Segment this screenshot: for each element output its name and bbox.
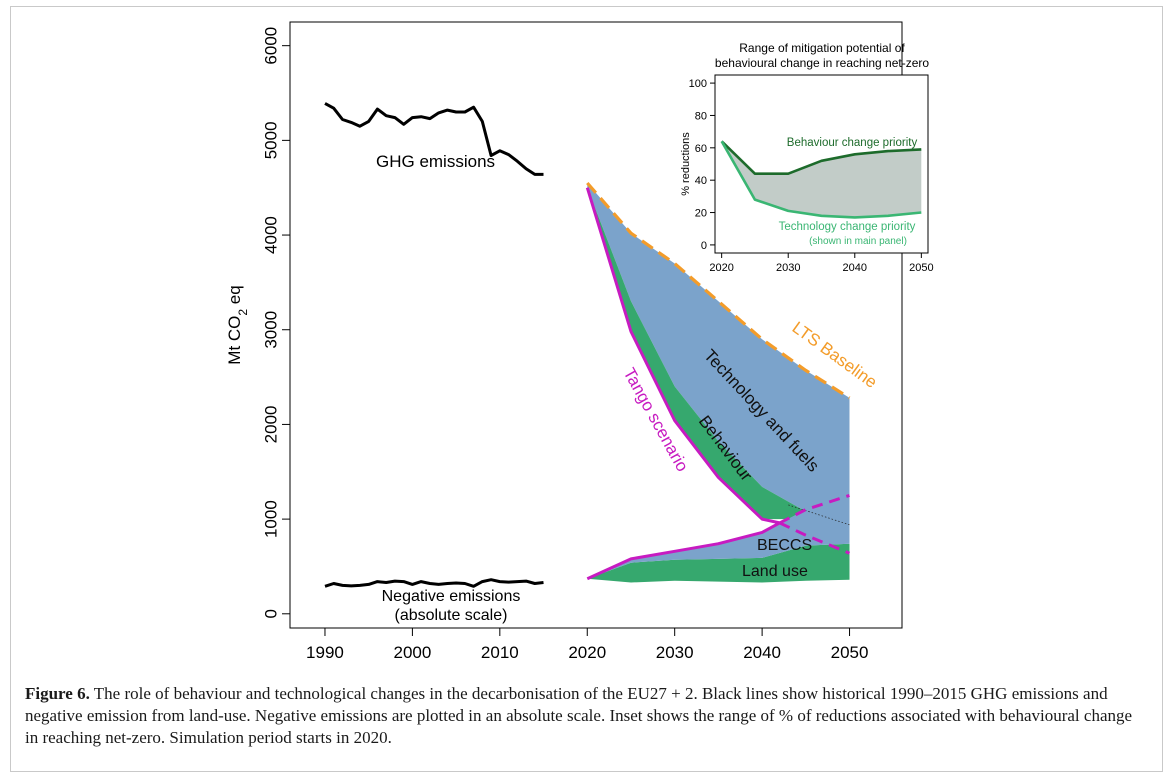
- x-tick-label: 2050: [831, 643, 869, 662]
- land-use-label: Land use: [742, 563, 808, 580]
- tango-dashed-lower: [778, 521, 851, 555]
- negative-emissions-line: [324, 578, 544, 588]
- inset-x-tick-label: 2050: [909, 262, 933, 274]
- inset-y-tick-label: 20: [695, 208, 707, 220]
- inset-technology-sublabel: (shown in main panel): [809, 236, 907, 247]
- inset-x-tick-label: 2020: [709, 262, 733, 274]
- inset-behaviour-line: [720, 140, 922, 175]
- inset-behaviour-label: Behaviour change priority: [787, 137, 918, 149]
- y-tick-label: 6000: [261, 27, 280, 65]
- tango-scenario-line: [585, 187, 780, 525]
- y-tick-label: 4000: [261, 216, 280, 254]
- figure-caption: Figure 6. The role of behaviour and tech…: [25, 683, 1145, 749]
- land-use-area: [587, 543, 850, 583]
- main-axes: 1990 2000 2010 2020 2030 2040 2050010002000300…: [225, 27, 868, 662]
- y-axis-label: Mt CO2 eq: [225, 285, 250, 364]
- x-tick-label: 2030: [656, 643, 694, 662]
- inset-technology-label: Technology change priority: [779, 221, 916, 233]
- behaviour-area: [587, 187, 850, 520]
- y-tick-label: 0: [261, 609, 280, 618]
- beccs-area: [587, 495, 850, 579]
- tango-negative-line: [586, 521, 781, 581]
- inset-y-tick-label: 80: [695, 110, 707, 122]
- inset-title-line-1: Range of mitigation potential of: [739, 41, 905, 55]
- x-tick-label: 2020: [568, 643, 606, 662]
- inset-y-axis-label: % reductions: [680, 132, 692, 196]
- y-tick-label: 2000: [261, 406, 280, 444]
- x-tick-label: 2010: [481, 643, 519, 662]
- negative-emissions-sublabel: (absolute scale): [395, 607, 508, 624]
- x-tick-label: 2040: [743, 643, 781, 662]
- inset-x-tick-label: 2030: [776, 262, 800, 274]
- inset-y-tick-label: 0: [701, 240, 707, 252]
- caption-label: Figure 6.: [25, 684, 90, 703]
- ghg-emissions-line: [324, 102, 544, 176]
- inset-y-tick-label: 100: [689, 78, 707, 90]
- x-tick-label: 1990: [306, 643, 344, 662]
- inset-y-tick-label: 40: [695, 175, 707, 187]
- inset-y-tick-label: 60: [695, 143, 707, 155]
- caption-text: The role of behaviour and technological …: [25, 684, 1133, 747]
- y-tick-label: 5000: [261, 121, 280, 159]
- inset-x-tick-label: 2040: [843, 262, 867, 274]
- inset-range-area: [721, 141, 922, 218]
- divider-line: [788, 504, 850, 526]
- ghg-emissions-label: GHG emissions: [376, 152, 495, 171]
- main-plot-box: [289, 21, 903, 629]
- negative-emissions-label: Negative emissions: [382, 588, 521, 605]
- y-tick-label: 1000: [261, 500, 280, 538]
- figure-chart: 1990 2000 2010 2020 2030 2040 2050010002000300…: [225, 21, 934, 662]
- inset-title-line-2: behavioural change in reaching net-zero: [715, 56, 929, 70]
- technology-area: [587, 183, 850, 515]
- figure-frame: [10, 6, 1163, 772]
- tango-dashed-upper: [778, 493, 850, 525]
- baseline-line: [586, 181, 851, 400]
- y-tick-label: 3000: [261, 311, 280, 349]
- beccs-label: BECCS: [757, 537, 812, 554]
- inset-technology-line: [720, 140, 922, 219]
- x-tick-label: 2000: [393, 643, 431, 662]
